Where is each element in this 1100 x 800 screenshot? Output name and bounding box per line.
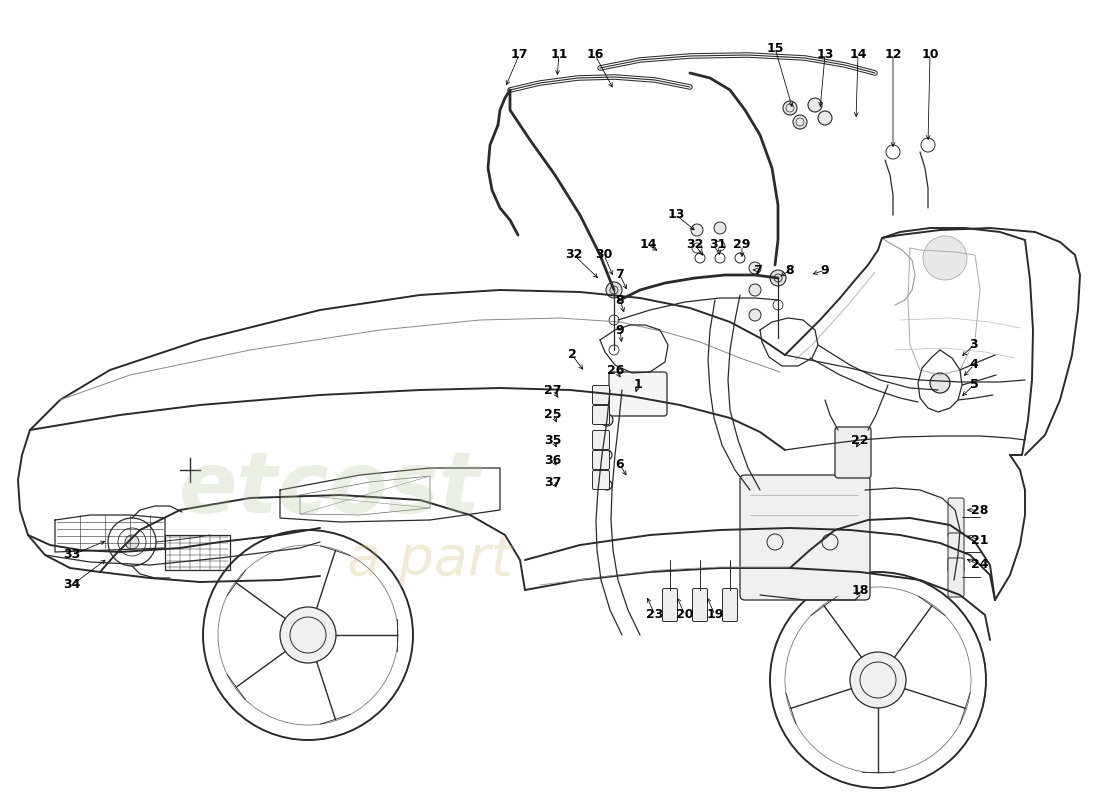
Text: 24: 24 [971, 558, 989, 571]
Text: 36: 36 [544, 454, 562, 466]
Text: 22: 22 [851, 434, 869, 446]
Circle shape [749, 262, 761, 274]
Circle shape [930, 373, 950, 393]
Text: 29: 29 [734, 238, 750, 251]
Text: 32: 32 [565, 249, 583, 262]
Circle shape [125, 535, 139, 549]
Text: 3: 3 [970, 338, 978, 351]
Circle shape [808, 98, 822, 112]
Text: 9: 9 [616, 323, 625, 337]
Text: 20: 20 [676, 609, 694, 622]
Text: 5: 5 [969, 378, 978, 391]
FancyBboxPatch shape [948, 558, 964, 597]
Text: 21: 21 [971, 534, 989, 546]
FancyBboxPatch shape [948, 533, 964, 572]
FancyBboxPatch shape [593, 406, 609, 425]
FancyBboxPatch shape [593, 386, 609, 405]
Text: 27: 27 [544, 383, 562, 397]
Circle shape [714, 222, 726, 234]
Circle shape [749, 309, 761, 321]
Circle shape [749, 284, 761, 296]
Text: 13: 13 [668, 209, 684, 222]
Text: 19: 19 [706, 609, 724, 622]
Text: 35: 35 [544, 434, 562, 446]
Text: 30: 30 [595, 249, 613, 262]
Text: 15: 15 [767, 42, 783, 54]
FancyBboxPatch shape [593, 470, 609, 490]
Text: 8: 8 [785, 263, 794, 277]
FancyBboxPatch shape [609, 372, 667, 416]
Text: 2: 2 [568, 349, 576, 362]
Text: 11: 11 [550, 49, 568, 62]
Circle shape [601, 414, 613, 426]
Text: 23: 23 [647, 609, 663, 622]
Text: 14: 14 [849, 49, 867, 62]
Text: 32: 32 [686, 238, 704, 251]
Text: 28: 28 [971, 503, 989, 517]
FancyBboxPatch shape [740, 475, 870, 600]
FancyBboxPatch shape [693, 589, 707, 622]
Text: 14: 14 [639, 238, 657, 251]
Circle shape [793, 115, 807, 129]
Text: 4: 4 [969, 358, 978, 371]
Circle shape [691, 224, 703, 236]
Text: 6: 6 [616, 458, 625, 471]
Text: 1: 1 [634, 378, 642, 391]
Text: 34: 34 [64, 578, 80, 591]
Circle shape [770, 270, 786, 286]
Text: 7: 7 [752, 263, 761, 277]
Text: 10: 10 [922, 49, 938, 62]
Text: 37: 37 [544, 475, 562, 489]
Text: 18: 18 [851, 583, 869, 597]
Circle shape [850, 652, 906, 708]
Text: etcost: etcost [179, 449, 481, 531]
Text: 8: 8 [616, 294, 625, 306]
Circle shape [923, 236, 967, 280]
FancyBboxPatch shape [835, 427, 871, 478]
FancyBboxPatch shape [593, 450, 609, 470]
Circle shape [606, 282, 621, 298]
Text: 33: 33 [64, 549, 80, 562]
FancyBboxPatch shape [662, 589, 678, 622]
Circle shape [818, 111, 832, 125]
Text: 13: 13 [816, 49, 834, 62]
FancyBboxPatch shape [723, 589, 737, 622]
FancyBboxPatch shape [593, 430, 609, 450]
Text: 7: 7 [616, 269, 625, 282]
Circle shape [280, 607, 336, 663]
FancyBboxPatch shape [948, 498, 964, 537]
Text: 25: 25 [544, 409, 562, 422]
Circle shape [783, 101, 798, 115]
Text: 31: 31 [710, 238, 727, 251]
Text: 16: 16 [586, 49, 604, 62]
Text: 12: 12 [884, 49, 902, 62]
Text: 17: 17 [510, 49, 528, 62]
Text: 26: 26 [607, 363, 625, 377]
Text: a part: a part [348, 534, 513, 586]
Text: 9: 9 [821, 263, 829, 277]
